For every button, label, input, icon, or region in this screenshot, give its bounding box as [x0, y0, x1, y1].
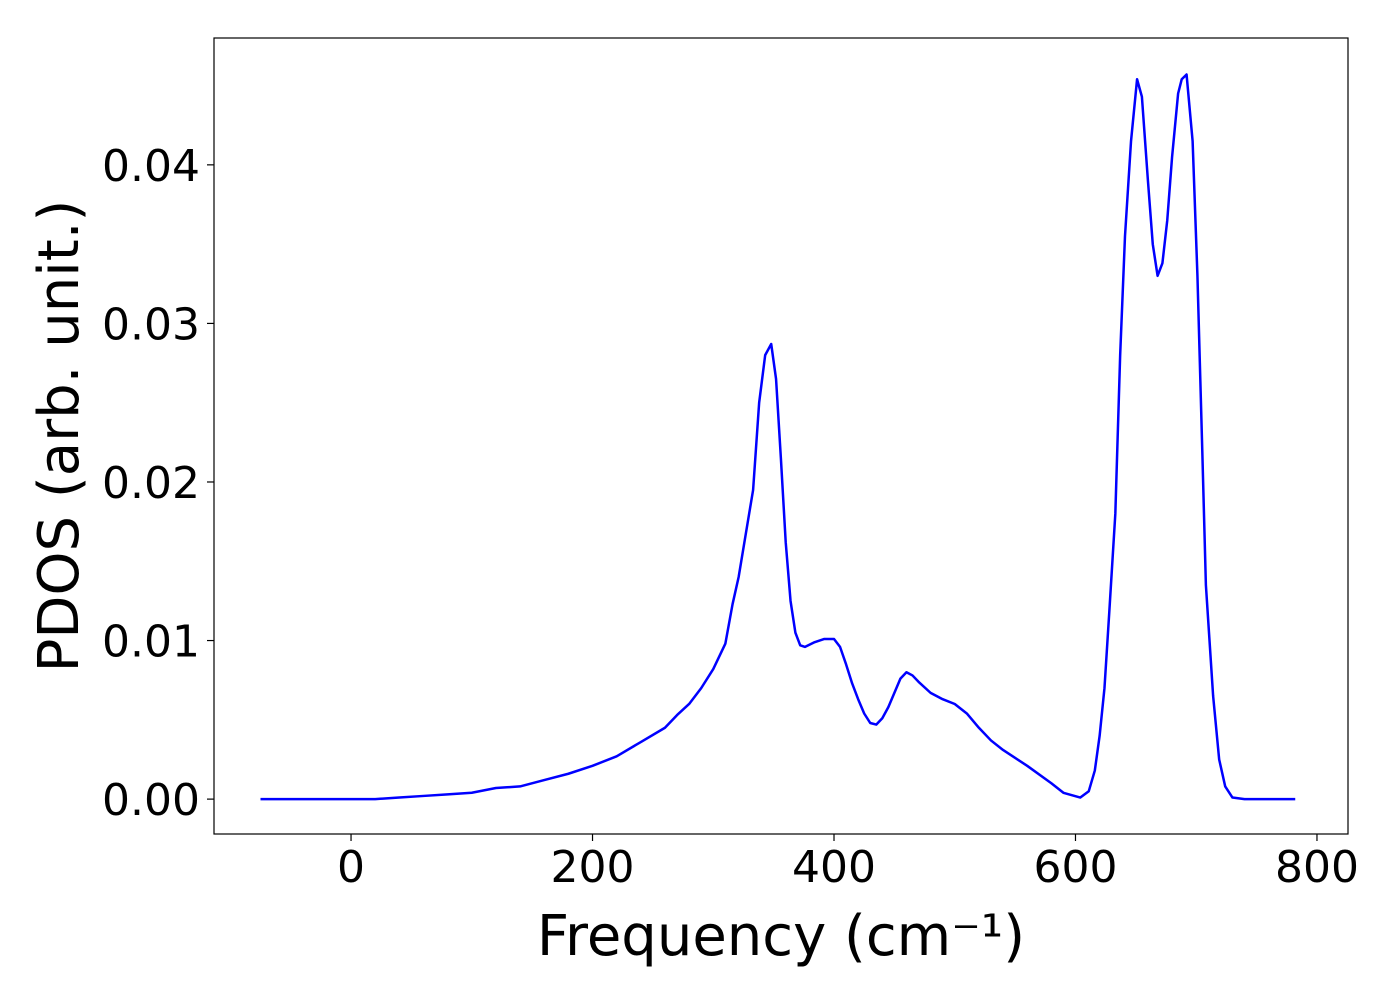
x-axis-label: Frequency (cm⁻¹) — [537, 904, 1025, 969]
y-axis-label: PDOS (arb. unit.) — [27, 200, 92, 673]
y-tick-label: 0.01 — [102, 617, 200, 668]
y-tick-label: 0.03 — [102, 299, 200, 350]
x-tick-label: 600 — [1033, 842, 1117, 893]
plot-frame — [213, 37, 1349, 835]
x-tick-label: 0 — [337, 842, 365, 893]
x-tick-label: 200 — [551, 842, 635, 893]
y-tick-label: 0.04 — [102, 141, 200, 192]
x-tick-label: 400 — [792, 842, 876, 893]
x-tick-label: 800 — [1275, 842, 1359, 893]
data-line — [260, 73, 1296, 801]
y-tick-label: 0.02 — [102, 458, 200, 509]
y-tick-label: 0.00 — [102, 775, 200, 826]
